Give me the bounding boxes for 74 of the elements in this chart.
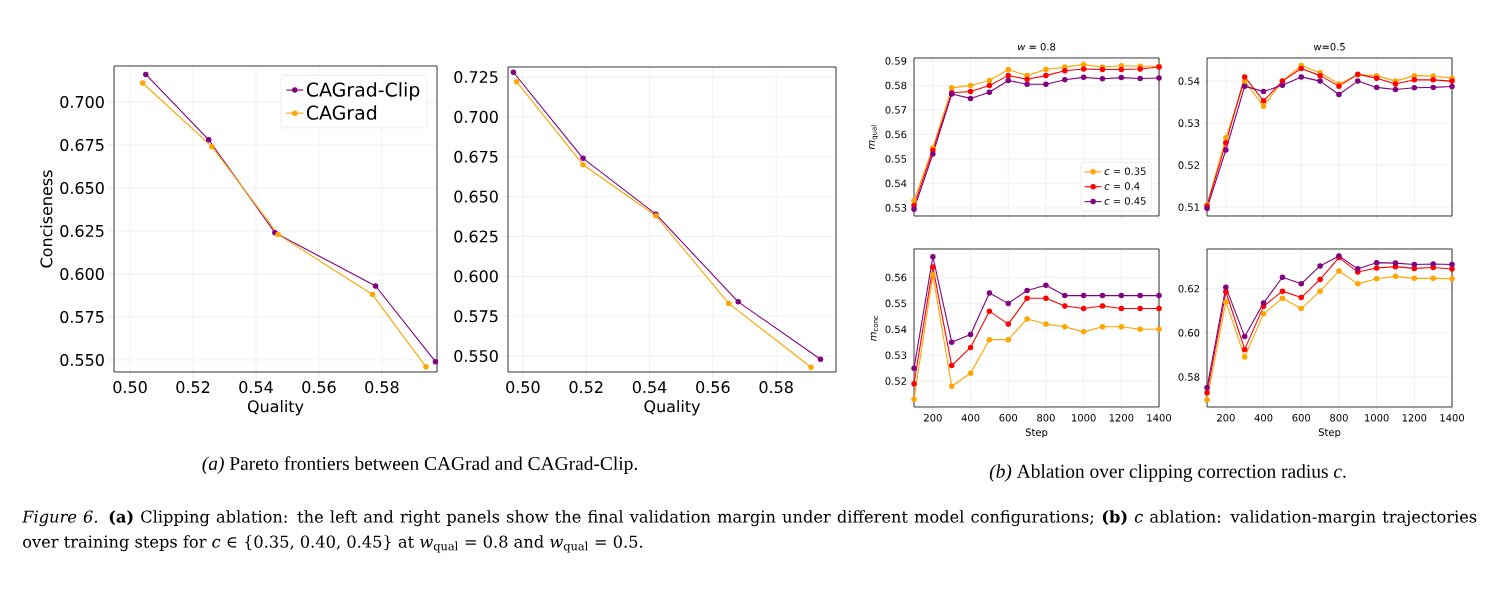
legend-label: c = 0.45	[1104, 197, 1146, 205]
x-tick-label: 0.52	[569, 381, 603, 394]
y-tick-label: 0.59	[885, 57, 907, 65]
y-axis-title: Conciseness	[40, 170, 53, 268]
x-tick-label: 600	[999, 413, 1018, 422]
y-tick-label: 0.675	[60, 138, 104, 151]
y-tick-label: 0.58	[1178, 373, 1200, 381]
x-axis-title: Step	[1318, 428, 1341, 438]
y-tick-label: 0.625	[60, 224, 104, 237]
x-tick-label: 1200	[1109, 413, 1134, 422]
y-tick-label: 0.57	[885, 106, 907, 114]
x-tick-label: 1000	[1072, 413, 1096, 422]
legend-label: c = 0.35	[1104, 167, 1146, 175]
y-tick-label: 0.53	[1178, 119, 1200, 127]
text: (a) Pareto frontiers between CAGrad and CAGrad-Clip.	[202, 456, 637, 474]
y-tick-label: 0.51	[1178, 203, 1200, 211]
chart-title: w = 0.8	[1018, 42, 1056, 51]
y-tick-label: 0.650	[60, 181, 104, 194]
y-tick-label: 0.52	[1178, 161, 1199, 169]
y-tick-label: 0.54	[885, 325, 907, 334]
x-axis-title: Quality	[644, 400, 701, 416]
y-tick-label: 0.60	[1178, 329, 1200, 337]
x-tick-label: 800	[1330, 413, 1348, 422]
x-axis-title: Quality	[247, 400, 304, 416]
y-tick-label: 0.56	[885, 130, 907, 139]
x-tick-label: 400	[1254, 413, 1273, 422]
y-tick-label: 0.700	[454, 110, 498, 123]
legend-label: c = 0.4	[1104, 182, 1140, 190]
x-tick-label: 0.50	[506, 381, 540, 394]
y-tick-label: 0.53	[885, 204, 907, 212]
x-tick-label: 1000	[1365, 413, 1389, 422]
y-tick-label: 0.600	[60, 267, 104, 280]
text: (b) Ablation over clipping correction radius c.	[989, 464, 1346, 482]
x-tick-label: 1400	[1147, 413, 1172, 422]
y-tick-label: 0.55	[885, 299, 907, 308]
y-tick-label: 0.675	[454, 150, 498, 163]
x-tick-label: 0.58	[365, 381, 399, 394]
y-tick-label: 0.575	[454, 310, 498, 323]
chart-title: w=0.5	[1313, 42, 1345, 51]
y-tick-label: 0.53	[885, 351, 907, 359]
x-axis-title: Step	[1025, 428, 1048, 438]
y-tick-label: 0.550	[60, 353, 104, 366]
x-tick-label: 0.52	[176, 381, 210, 394]
x-tick-label: 1200	[1402, 413, 1427, 422]
y-tick-label: 0.55	[885, 155, 907, 163]
y-tick-label: 0.625	[454, 230, 498, 243]
y-axis-title: m$_{qual}$	[869, 125, 878, 150]
x-tick-label: 0.54	[632, 381, 667, 394]
y-axis-title: m$_{conc}$	[870, 315, 878, 341]
y-tick-label: 0.54	[885, 179, 907, 188]
x-tick-label: 1400	[1440, 413, 1465, 422]
x-tick-label: 0.58	[759, 381, 793, 394]
legend-label: CAGrad-Clip	[306, 82, 420, 101]
x-tick-label: 800	[1037, 413, 1055, 422]
y-tick-label: 0.58	[885, 81, 907, 90]
y-tick-label: 0.62	[1178, 284, 1199, 293]
x-tick-label: 200	[924, 413, 942, 422]
x-tick-label: 0.56	[696, 381, 730, 394]
y-tick-label: 0.650	[454, 190, 498, 203]
legend-label: CAGrad	[306, 105, 377, 120]
text: Figure 6. (a) Clipping ablation: the left and right panels show the final validation margin under different model configurations; (b) c ablation: validation-margin trajectories over training steps for c ∈ {0.35, 0.40, 0.45} at w$_{qual}$ = 0.8 and w$_{qual}$ = 0.5.	[21, 510, 1477, 553]
y-tick-label: 0.54	[1178, 77, 1200, 85]
y-tick-label: 0.575	[60, 310, 104, 323]
x-tick-label: 0.50	[113, 381, 147, 394]
y-tick-label: 0.600	[454, 270, 498, 283]
x-tick-label: 400	[961, 413, 980, 422]
y-tick-label: 0.550	[454, 350, 498, 363]
x-tick-label: 0.54	[239, 381, 273, 394]
x-tick-label: 200	[1217, 413, 1235, 422]
x-tick-label: 0.56	[302, 381, 336, 394]
x-tick-label: 600	[1292, 413, 1311, 422]
y-tick-label: 0.725	[454, 71, 498, 84]
y-tick-label: 0.56	[885, 273, 907, 282]
y-tick-label: 0.700	[60, 95, 104, 108]
